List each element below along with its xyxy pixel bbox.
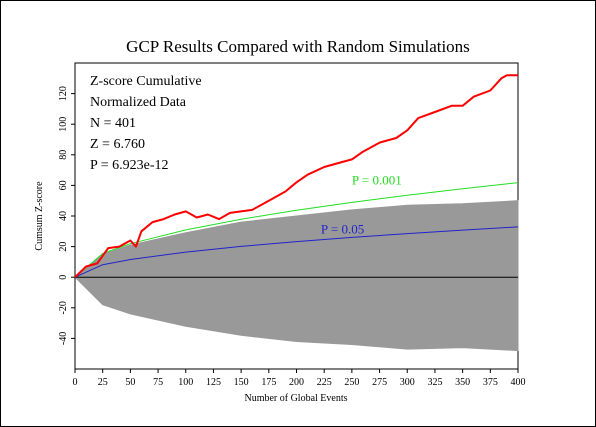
y-tick-label: -20: [58, 301, 69, 314]
x-tick-label: 0: [73, 377, 78, 388]
annotation-label: P = 0.05: [321, 221, 364, 236]
p001-threshold-line: [74, 182, 519, 278]
x-tick-label: 25: [98, 377, 108, 388]
x-tick-label: 100: [178, 377, 193, 388]
y-tick-label: 40: [58, 211, 69, 221]
info-line: Z = 6.760: [90, 137, 145, 152]
info-line: P = 6.923e-12: [90, 158, 169, 173]
y-axis: -40 -20 0 20 40 60 80 100 120: [58, 86, 75, 345]
y-tick-label: 80: [58, 150, 69, 160]
y-tick-label: -40: [58, 332, 69, 345]
annotation-label: P = 0.001: [352, 172, 402, 187]
x-tick-label: 400: [511, 377, 526, 388]
plot-area: P = 0.001 P = 0.05: [74, 62, 519, 370]
x-tick-label: 125: [206, 377, 221, 388]
x-axis-label: Number of Global Events: [244, 393, 347, 404]
random-simulations: [74, 200, 519, 352]
x-tick-label: 50: [125, 377, 135, 388]
x-tick-label: 200: [289, 377, 304, 388]
x-tick-label: 175: [261, 377, 276, 388]
y-axis-label: Cumsum Z-score: [34, 181, 45, 251]
x-tick-label: 325: [427, 377, 442, 388]
series-layer: [74, 74, 519, 278]
x-axis: 0 25 50 75 100 125 150 175 200 225 250 275 300 325 350…: [73, 369, 526, 388]
x-tick-label: 75: [153, 377, 163, 388]
x-tick-label: 150: [234, 377, 249, 388]
y-tick-label: 0: [58, 275, 69, 280]
p005-threshold-line: [74, 226, 519, 278]
info-line: Normalized Data: [90, 95, 187, 110]
statistics-info: Z-score Cumulative Normalized Data N = 401…: [90, 74, 202, 173]
info-line: N = 401: [90, 116, 136, 131]
x-tick-label: 225: [317, 377, 332, 388]
x-tick-label: 275: [372, 377, 387, 388]
y-tick-label: 60: [58, 180, 69, 190]
chart-title: GCP Results Compared with Random Simulat…: [126, 37, 470, 56]
x-tick-label: 350: [455, 377, 470, 388]
annotation-layer: P = 0.001 P = 0.05: [321, 172, 402, 236]
y-tick-label: 100: [58, 117, 69, 132]
x-tick-label: 300: [400, 377, 415, 388]
y-tick-label: 120: [58, 86, 69, 101]
simulation-envelope: [74, 200, 519, 352]
x-tick-label: 375: [483, 377, 498, 388]
info-line: Z-score Cumulative: [90, 74, 202, 89]
y-tick-label: 20: [58, 242, 69, 252]
gcp-cumulative-line: [74, 74, 518, 278]
x-tick-label: 250: [344, 377, 359, 388]
